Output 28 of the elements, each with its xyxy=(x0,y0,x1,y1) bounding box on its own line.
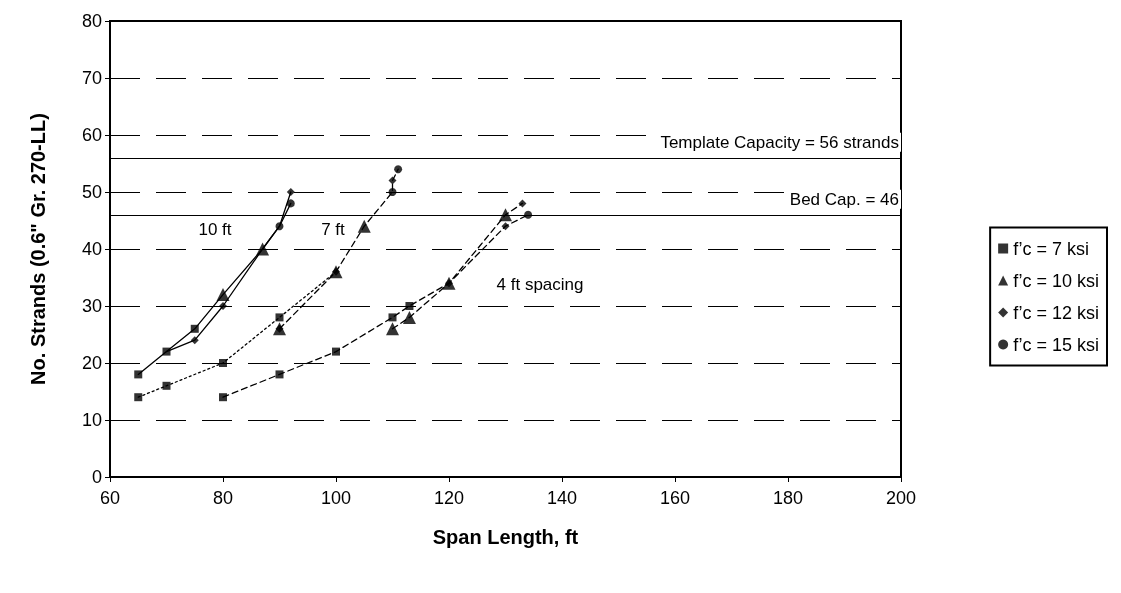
legend-label: f’c = 15 ksi xyxy=(1013,334,1100,355)
legend-label: f’c = 12 ksi xyxy=(1013,302,1100,323)
annotation: 4 ft spacing xyxy=(496,274,584,294)
x-tick-label: 100 xyxy=(320,488,352,508)
y-tick-label: 10 xyxy=(81,410,102,430)
x-tick-label: 200 xyxy=(885,488,917,508)
y-tick-label: 70 xyxy=(81,68,102,88)
x-tick-label: 120 xyxy=(433,488,465,508)
x-tick-label: 160 xyxy=(659,488,691,508)
y-tick-label: 0 xyxy=(91,467,102,487)
y-tick-label: 50 xyxy=(81,182,102,202)
x-tick-label: 60 xyxy=(99,488,121,508)
y-axis-title: No. Strands (0.6" Gr. 270-LL) xyxy=(27,113,49,385)
ref-line-label: Bed Cap. = 46 xyxy=(789,189,899,209)
legend-label: f’c = 10 ksi xyxy=(1013,270,1100,291)
y-tick-label: 30 xyxy=(81,296,102,316)
ref-line-label: Template Capacity = 56 strands xyxy=(660,132,899,152)
x-axis-title: Span Length, ft xyxy=(432,526,579,548)
y-tick-label: 40 xyxy=(81,239,102,259)
y-tick-label: 60 xyxy=(81,125,102,145)
x-tick-label: 80 xyxy=(212,488,234,508)
x-tick-label: 180 xyxy=(772,488,804,508)
y-tick-label: 20 xyxy=(81,353,102,373)
annotation: 7 ft xyxy=(321,219,346,239)
y-tick-label: 80 xyxy=(81,11,102,31)
annotation: 10 ft xyxy=(198,219,232,239)
x-tick-label: 140 xyxy=(546,488,578,508)
legend-label: f’c = 7 ksi xyxy=(1013,238,1089,259)
